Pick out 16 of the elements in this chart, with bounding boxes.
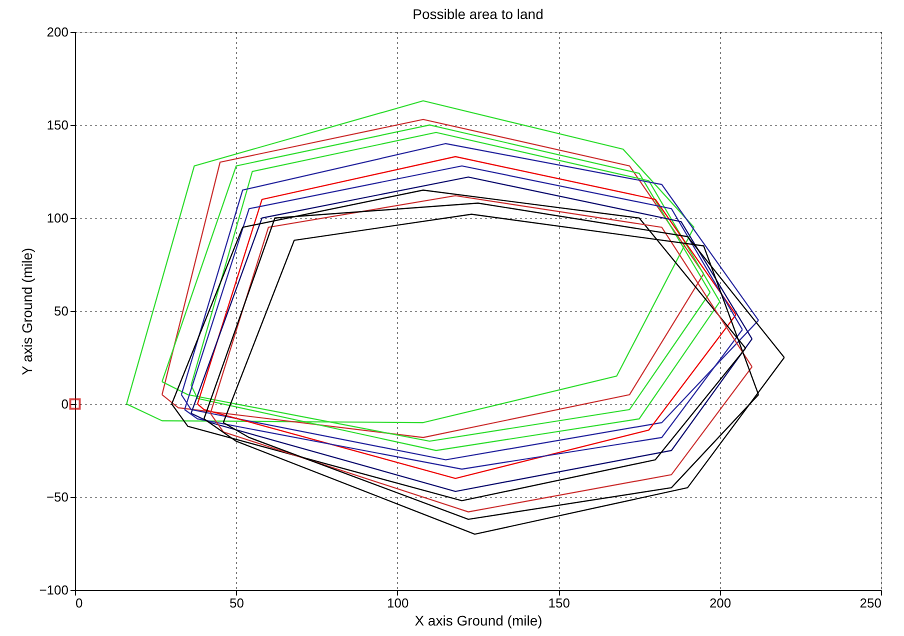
x-axis-title: X axis Ground (mile) [414,612,542,628]
y-tick-label: −50 [46,490,68,504]
x-tick-label: 250 [860,596,882,610]
y-tick-label: −100 [39,582,68,598]
y-tick-label: 100 [46,210,68,226]
y-tick-label: 50 [54,304,68,318]
y-tick-label: 150 [46,118,68,132]
x-tick-label: 100 [387,596,409,610]
x-tick-label: 200 [709,596,732,610]
chart-title: Possible area to land [412,6,544,22]
y-tick-label: 200 [46,24,68,40]
y-axis-title: Y axis Ground (mile) [19,248,36,376]
x-tick-label: 50 [229,596,244,610]
x-tick-label: 150 [548,596,570,610]
y-tick-label: 0 [61,396,68,412]
x-tick-label: 0 [76,596,83,610]
